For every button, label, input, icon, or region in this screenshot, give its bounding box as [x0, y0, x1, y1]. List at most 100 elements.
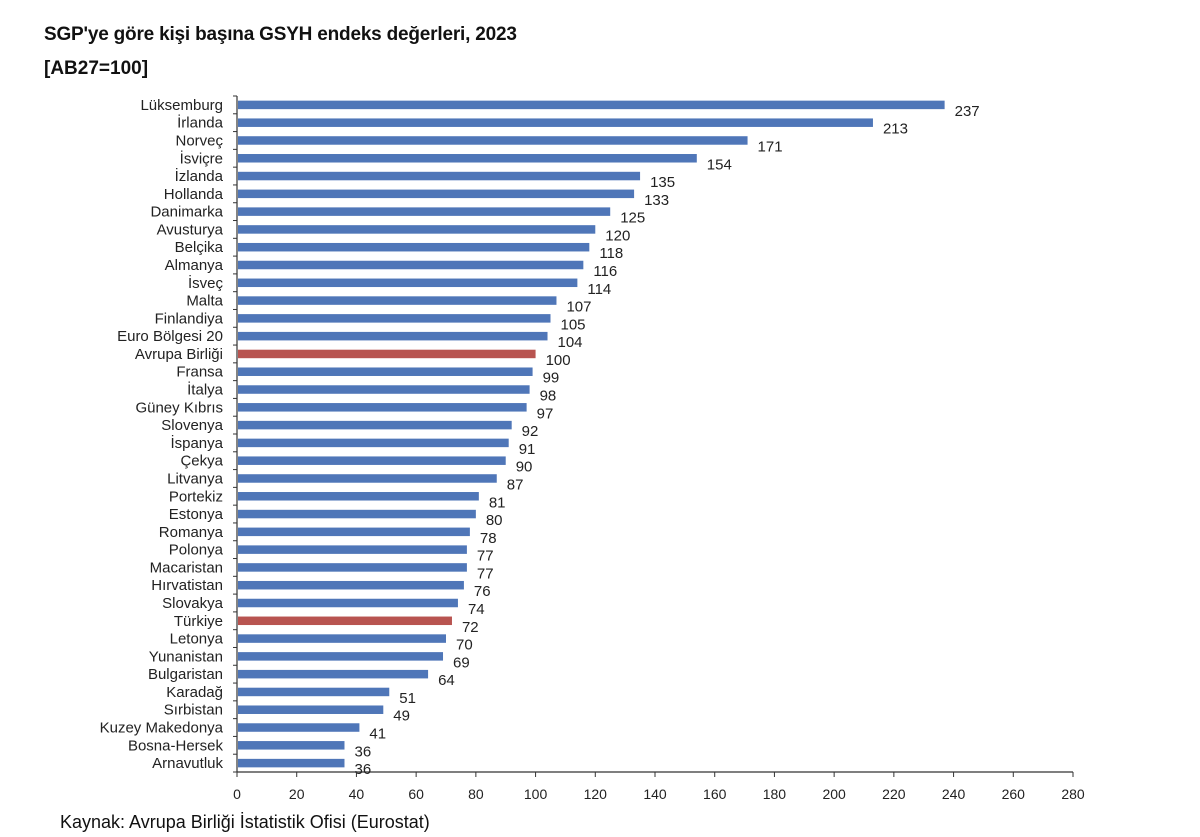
category-label: Türkiye	[174, 613, 223, 630]
bar-highlighted	[238, 349, 536, 359]
value-label: 135	[650, 174, 675, 191]
bar	[238, 189, 635, 199]
category-label: İsviçre	[180, 149, 223, 167]
bar	[238, 225, 596, 234]
bar	[238, 509, 476, 519]
value-label: 116	[593, 263, 617, 280]
x-tick-label: 60	[408, 786, 424, 802]
category-label: Bulgaristan	[148, 666, 223, 683]
value-label: 125	[620, 210, 645, 227]
x-tick-label: 220	[882, 786, 906, 802]
x-tick-label: 180	[763, 786, 787, 802]
value-label: 213	[883, 121, 908, 138]
value-label: 171	[758, 138, 783, 155]
value-label: 76	[474, 583, 491, 600]
value-label: 105	[561, 316, 586, 333]
x-tick-label: 140	[643, 786, 667, 802]
value-label: 78	[480, 530, 497, 547]
value-label: 77	[477, 548, 494, 565]
category-label: Karadağ	[166, 684, 223, 701]
category-label: Finlandiya	[155, 310, 224, 327]
value-label: 64	[438, 672, 455, 689]
value-label: 51	[399, 690, 416, 707]
value-label: 100	[546, 352, 571, 369]
bar	[238, 705, 384, 714]
bar	[238, 687, 390, 697]
bar	[238, 563, 467, 572]
bar	[238, 207, 611, 216]
category-label: Hırvatistan	[151, 577, 223, 594]
category-label: Sırbistan	[164, 702, 223, 719]
category-label: Avrupa Birliği	[135, 346, 223, 363]
category-label: Letonya	[170, 631, 224, 648]
bar	[238, 580, 464, 590]
bar	[238, 634, 446, 643]
bar	[238, 420, 512, 430]
x-tick-label: 100	[524, 786, 548, 802]
value-label: 49	[393, 708, 410, 725]
value-label: 87	[507, 476, 524, 493]
value-label: 77	[477, 565, 494, 582]
bar	[238, 242, 590, 252]
category-label: Lüksemburg	[140, 97, 223, 114]
chart-title: SGP'ye göre kişi başına GSYH endeks değe…	[44, 24, 517, 45]
x-tick-label: 40	[349, 786, 365, 802]
value-label: 92	[522, 423, 539, 440]
x-tick-label: 120	[584, 786, 608, 802]
category-label: Belçika	[175, 239, 224, 256]
category-label: İsveç	[188, 274, 224, 292]
value-label: 97	[537, 405, 554, 422]
bar	[238, 723, 360, 732]
category-label: Malta	[186, 293, 223, 310]
bar	[238, 669, 429, 679]
bar	[238, 492, 479, 501]
bar	[238, 331, 548, 341]
value-label: 154	[707, 156, 732, 173]
category-label: Macaristan	[150, 559, 223, 576]
category-label: Estonya	[169, 506, 224, 523]
bar	[238, 456, 506, 465]
bar	[238, 136, 748, 145]
category-label: Norveç	[175, 132, 223, 149]
category-label: İzlanda	[175, 167, 224, 185]
value-label: 120	[605, 227, 630, 244]
bar	[238, 260, 584, 270]
category-label: Danimarka	[150, 204, 223, 221]
bar	[238, 296, 557, 305]
bar	[238, 100, 945, 110]
chart-subtitle: [AB27=100]	[44, 58, 149, 79]
x-tick-label: 80	[468, 786, 484, 802]
bar	[238, 741, 345, 750]
value-label: 104	[558, 334, 583, 351]
value-label: 91	[519, 441, 536, 458]
category-label: Polonya	[169, 542, 224, 559]
x-tick-label: 20	[289, 786, 305, 802]
bar	[238, 527, 470, 537]
value-label: 72	[462, 619, 479, 636]
bar	[238, 314, 551, 323]
value-label: 36	[354, 761, 371, 778]
category-label: Portekiz	[169, 488, 223, 505]
value-label: 98	[540, 388, 557, 405]
value-label: 99	[543, 370, 560, 387]
bar	[238, 758, 345, 768]
category-label: İspanya	[170, 434, 223, 452]
x-tick-label: 280	[1061, 786, 1085, 802]
value-label: 80	[486, 512, 503, 529]
category-label: Hollanda	[164, 186, 224, 203]
bar	[238, 385, 530, 394]
x-tick-label: 160	[703, 786, 727, 802]
bar	[238, 474, 497, 483]
category-label: Çekya	[180, 453, 223, 470]
bar	[238, 652, 444, 661]
value-label: 118	[599, 245, 623, 262]
value-label: 36	[354, 743, 371, 760]
x-tick-label: 240	[942, 786, 966, 802]
x-tick-label: 260	[1002, 786, 1026, 802]
value-label: 133	[644, 192, 669, 209]
category-label: Euro Bölgesi 20	[117, 328, 223, 345]
category-label: Slovakya	[162, 595, 224, 612]
category-label: Avusturya	[157, 221, 224, 238]
bar	[238, 278, 578, 288]
category-label: Fransa	[176, 364, 223, 381]
